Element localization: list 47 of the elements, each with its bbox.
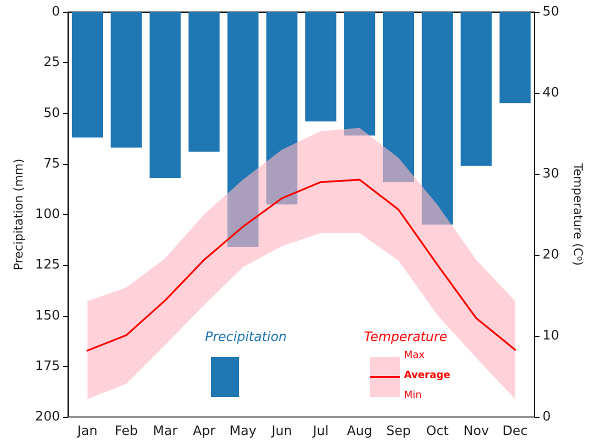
x-tick-label: Jan	[76, 424, 98, 439]
x-tick-label: Aug	[346, 424, 372, 439]
y2-tick-label: 50	[542, 4, 560, 20]
x-tick-label: Jun	[270, 424, 292, 439]
y2-tick-label: 0	[542, 410, 551, 424]
line-series	[86, 178, 516, 352]
y-tick-label: 0	[52, 4, 60, 20]
x-tick-label: Sep	[386, 424, 411, 439]
x-tick-label: Mar	[152, 424, 178, 439]
bar	[422, 12, 453, 225]
bar	[227, 12, 259, 247]
x-tick-label: May	[230, 424, 257, 439]
bar	[500, 12, 531, 104]
y-tick-label: 75	[43, 156, 60, 172]
bar	[188, 12, 220, 152]
y-tick-label: 50	[43, 106, 60, 121]
bar	[110, 12, 142, 148]
y2-axis-title: Temperature (Co)	[571, 162, 585, 266]
y-tick-label: 150	[35, 308, 60, 324]
legend-label: Average	[404, 370, 450, 381]
x-tick-label: Oct	[426, 424, 449, 439]
x-tick-label: Apr	[192, 424, 216, 439]
y2-tick-label: 10	[542, 328, 560, 344]
text: Precipitation	[205, 330, 287, 345]
y-tick-label: 100	[35, 207, 60, 222]
bar	[460, 12, 492, 166]
y-tick-label: 200	[35, 410, 60, 424]
y-tick-label: 125	[35, 258, 60, 273]
bar	[72, 12, 103, 138]
y2-tick-label: 30	[542, 166, 560, 182]
annotation: Max	[404, 350, 425, 361]
bar	[344, 12, 376, 136]
y2-tick-label: 40	[542, 86, 560, 100]
annotation: Min	[404, 390, 422, 401]
y-tick-label: 175	[35, 358, 60, 374]
bar	[150, 12, 181, 178]
x-tick-label: Jul	[312, 424, 329, 439]
y-axis-title: Precipitation (mm)	[11, 158, 26, 270]
y2-tick-label: 20	[542, 248, 560, 262]
bar	[305, 12, 336, 122]
annotation: Temperature	[364, 330, 448, 345]
x-tick-label: Dec	[502, 424, 528, 439]
y-tick-label: 25	[43, 55, 60, 70]
x-tick-label: Nov	[464, 424, 490, 439]
bar	[382, 12, 414, 182]
x-tick-label: Feb	[114, 424, 138, 439]
bar	[266, 12, 298, 204]
